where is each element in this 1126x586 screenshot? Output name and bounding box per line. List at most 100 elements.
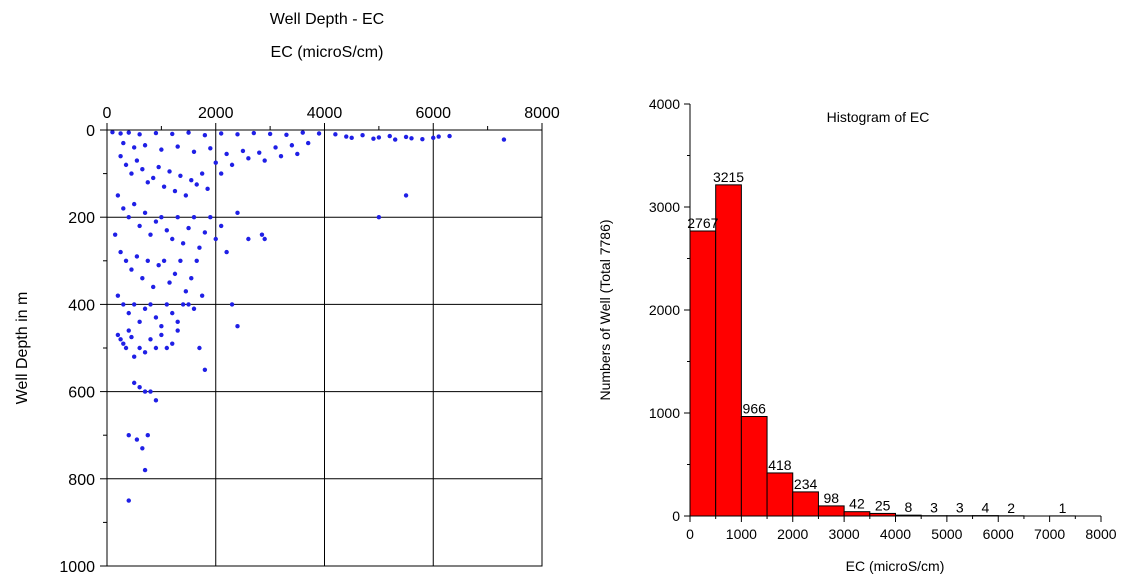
histogram-bar	[818, 506, 844, 516]
histogram-x-tick-label: 6000	[983, 526, 1014, 542]
scatter-point	[132, 202, 136, 206]
histogram-bar-label: 42	[849, 496, 865, 512]
scatter-point	[388, 134, 392, 138]
scatter-point	[186, 130, 190, 134]
scatter-point	[208, 146, 212, 150]
scatter-point	[502, 137, 506, 141]
histogram-x-tick-label: 8000	[1085, 526, 1116, 542]
scatter-point	[230, 302, 234, 306]
scatter-point	[137, 224, 141, 228]
scatter-point	[235, 132, 239, 136]
histogram-bar-label: 3	[956, 500, 964, 516]
histogram-x-tick-label: 0	[686, 526, 694, 542]
scatter-point	[173, 272, 177, 276]
scatter-point	[181, 302, 185, 306]
scatter-point	[436, 134, 440, 138]
scatter-x-tick-label: 2000	[198, 105, 234, 122]
histogram-y-axis-label: Numbers of Well (Total 7786)	[597, 219, 613, 400]
scatter-point	[178, 259, 182, 263]
scatter-point	[137, 346, 141, 350]
scatter-point	[132, 381, 136, 385]
scatter-point	[184, 289, 188, 293]
scatter-point	[146, 259, 150, 263]
scatter-point	[273, 145, 277, 149]
scatter-point	[165, 228, 169, 232]
scatter-point	[224, 250, 228, 254]
scatter-point	[154, 315, 158, 319]
scatter-point	[135, 158, 139, 162]
scatter-point	[151, 176, 155, 180]
scatter-point	[409, 136, 413, 140]
scatter-point	[148, 232, 152, 236]
scatter-point	[197, 346, 201, 350]
scatter-x-tick-label: 6000	[415, 105, 451, 122]
scatter-point	[178, 174, 182, 178]
scatter-point	[377, 215, 381, 219]
scatter-point	[127, 433, 131, 437]
histogram-x-tick-label: 2000	[777, 526, 808, 542]
scatter-point	[121, 206, 125, 210]
histogram-chart: Histogram of EC EC (microS/cm) Numbers o…	[597, 96, 1117, 574]
scatter-point	[260, 232, 264, 236]
scatter-point	[148, 337, 152, 341]
scatter-point	[170, 311, 174, 315]
histogram-bar	[793, 492, 819, 516]
scatter-point	[371, 137, 375, 141]
scatter-point	[162, 184, 166, 188]
scatter-point	[151, 285, 155, 289]
scatter-point	[344, 134, 348, 138]
scatter-point	[420, 137, 424, 141]
scatter-point	[135, 437, 139, 441]
scatter-point	[295, 152, 299, 156]
scatter-point	[197, 246, 201, 250]
scatter-point	[154, 398, 158, 402]
scatter-point	[219, 131, 223, 135]
scatter-point	[175, 144, 179, 148]
scatter-point	[175, 328, 179, 332]
scatter-point	[186, 302, 190, 306]
scatter-point	[170, 237, 174, 241]
scatter-point	[205, 187, 209, 191]
histogram-y-tick-label: 2000	[649, 302, 680, 318]
scatter-point	[173, 189, 177, 193]
scatter-y-tick-label: 800	[68, 472, 95, 489]
scatter-point	[301, 130, 305, 134]
scatter-point	[118, 337, 122, 341]
scatter-point	[279, 154, 283, 158]
scatter-point	[124, 163, 128, 167]
scatter-point	[132, 302, 136, 306]
scatter-x-tick-label: 0	[103, 105, 112, 122]
scatter-point	[159, 147, 163, 151]
scatter-point	[377, 135, 381, 139]
histogram-y-tick-label: 0	[672, 508, 680, 524]
histogram-x-tick-label: 5000	[931, 526, 962, 542]
histogram-bar	[741, 417, 767, 516]
scatter-point	[181, 241, 185, 245]
scatter-point	[113, 232, 117, 236]
scatter-point	[132, 355, 136, 359]
histogram-bar	[844, 512, 870, 516]
histogram-bar-label: 418	[768, 457, 792, 473]
histogram-bar-label: 2	[1007, 500, 1015, 516]
scatter-point	[165, 302, 169, 306]
scatter-point	[124, 259, 128, 263]
scatter-point	[170, 341, 174, 345]
scatter-point	[154, 346, 158, 350]
histogram-bar-label: 1	[1059, 500, 1067, 516]
scatter-point	[235, 324, 239, 328]
scatter-point	[129, 267, 133, 271]
scatter-point	[241, 149, 245, 153]
scatter-point	[262, 158, 266, 162]
scatter-point	[186, 226, 190, 230]
scatter-point	[167, 169, 171, 173]
scatter-point	[140, 167, 144, 171]
scatter-point	[165, 346, 169, 350]
scatter-point	[189, 276, 193, 280]
scatter-point	[170, 132, 174, 136]
scatter-point	[290, 143, 294, 147]
scatter-point	[146, 180, 150, 184]
scatter-point	[203, 368, 207, 372]
